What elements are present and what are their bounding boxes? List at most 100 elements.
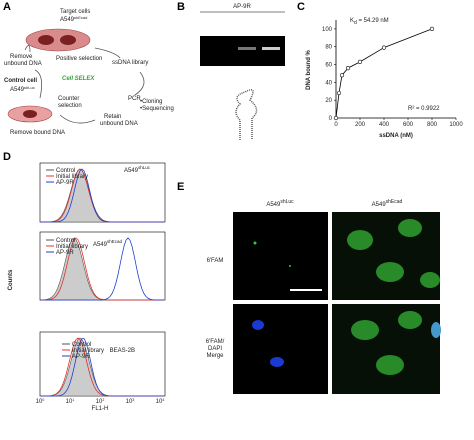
row-label: 6'FAM/DAPI Merge <box>206 339 225 359</box>
cell-line: A549shEcad <box>93 239 123 248</box>
cell-line: A549shLuc <box>124 165 151 174</box>
cell <box>38 35 54 45</box>
plot: 0 200 400 600 800 1000 0 20 40 60 80 100 <box>322 20 463 128</box>
tspan: shLuc <box>280 199 294 205</box>
text: PCR <box>128 96 141 102</box>
text: Counter selection <box>58 96 82 109</box>
legend-label: Control <box>56 168 75 174</box>
frame <box>39 331 166 397</box>
nucleus <box>252 320 264 330</box>
tspan: Merge <box>206 353 224 359</box>
x-axis-label: FL1-H <box>92 406 109 412</box>
ellipse <box>347 230 373 250</box>
text: Remove bound DNA <box>10 130 65 136</box>
cells-green <box>347 219 440 375</box>
legend-label: Control <box>56 238 75 244</box>
y-axis-label: DNA bound % <box>306 49 312 89</box>
x-axis-label: ssDNA (nM) <box>379 133 413 139</box>
micrographs <box>233 212 441 394</box>
tspan: A549 <box>266 202 281 208</box>
tspan: shEcad <box>386 199 403 205</box>
point <box>381 45 387 50</box>
tspan: A549 <box>10 87 25 93</box>
column-label: A549shLuc <box>266 199 294 208</box>
panel-label: A <box>3 1 11 13</box>
legend-label: AP-9R <box>56 250 74 256</box>
gel-band <box>238 47 256 50</box>
histogram <box>39 237 164 301</box>
speck <box>289 265 291 267</box>
y-axis-label: Counts <box>8 269 14 290</box>
text: shEcad <box>107 239 123 244</box>
text: ssDNA library <box>112 60 148 66</box>
histogram <box>40 237 165 301</box>
tspan: = 54.29 nM <box>357 18 389 24</box>
cell-layer <box>25 28 91 52</box>
image <box>233 212 328 300</box>
tspan: K <box>350 18 354 24</box>
point <box>336 90 342 96</box>
ellipse <box>398 311 422 329</box>
legend-label: Control <box>72 342 91 348</box>
legend-label: Initial library <box>72 348 104 354</box>
ellipse <box>376 262 404 282</box>
y-tick-label: 40 <box>325 80 332 86</box>
text: A549 <box>124 168 139 174</box>
histogram <box>39 337 164 397</box>
x-tick-label: 200 <box>355 122 366 128</box>
text: A549 <box>93 242 108 248</box>
image <box>332 212 440 300</box>
panel-label: C <box>297 1 305 13</box>
histogram <box>40 338 164 397</box>
x-tick-label: 400 <box>379 122 390 128</box>
point <box>357 59 363 64</box>
ellipse <box>351 320 379 340</box>
x-tick-label: 1000 <box>449 122 463 128</box>
text: 0 <box>42 398 44 402</box>
text: 10 <box>96 399 103 405</box>
x-tick-label: 800 <box>427 122 438 128</box>
text: 3 <box>132 398 134 402</box>
tspan: unbound DNA <box>100 121 138 127</box>
tspan: selection <box>58 103 82 109</box>
legend-label: Initial library <box>56 244 88 250</box>
secondary-structure <box>235 89 258 140</box>
text: Retain unbound DNA <box>100 114 138 127</box>
point <box>345 66 351 71</box>
text: A549shEcad <box>60 15 87 23</box>
point <box>339 73 345 78</box>
nucleus <box>270 357 284 367</box>
gel <box>200 36 285 66</box>
text: R² = 0.9922 <box>408 106 440 112</box>
legend-label: Initial library <box>56 174 88 180</box>
image <box>233 304 328 394</box>
cell-line: BEAS-2B <box>110 348 135 354</box>
text: 10 <box>156 399 163 405</box>
ellipse <box>420 272 440 288</box>
x-tick-label: 600 <box>403 122 414 128</box>
tspan: A549 <box>60 17 75 23</box>
text: 10 <box>36 399 43 405</box>
tspan: unbound DNA <box>4 61 42 67</box>
x-tick-label: 0 <box>334 122 338 128</box>
row-label: 6'FAM <box>207 258 224 264</box>
tspan: shLuc <box>24 85 35 90</box>
tspan: DAPI <box>208 346 222 352</box>
y-tick-label: 0 <box>329 116 333 122</box>
point <box>333 115 339 121</box>
text: BEAS-2B <box>110 348 135 354</box>
text: •Cloning <box>140 99 162 105</box>
ellipse <box>398 219 422 237</box>
tspan: 6'FAM/ <box>206 339 225 345</box>
text: 2 <box>102 398 104 402</box>
text: shLuc <box>138 165 151 170</box>
text: A549shLuc <box>10 85 35 93</box>
text: Kd = 54.29 nM <box>350 18 389 26</box>
tspan: A549 <box>372 202 387 208</box>
text: Control cell <box>4 78 37 84</box>
tspan: Counter <box>58 96 79 102</box>
text: 10 <box>126 399 133 405</box>
x-tick-label: 103 <box>126 398 135 405</box>
ellipse <box>376 355 404 375</box>
